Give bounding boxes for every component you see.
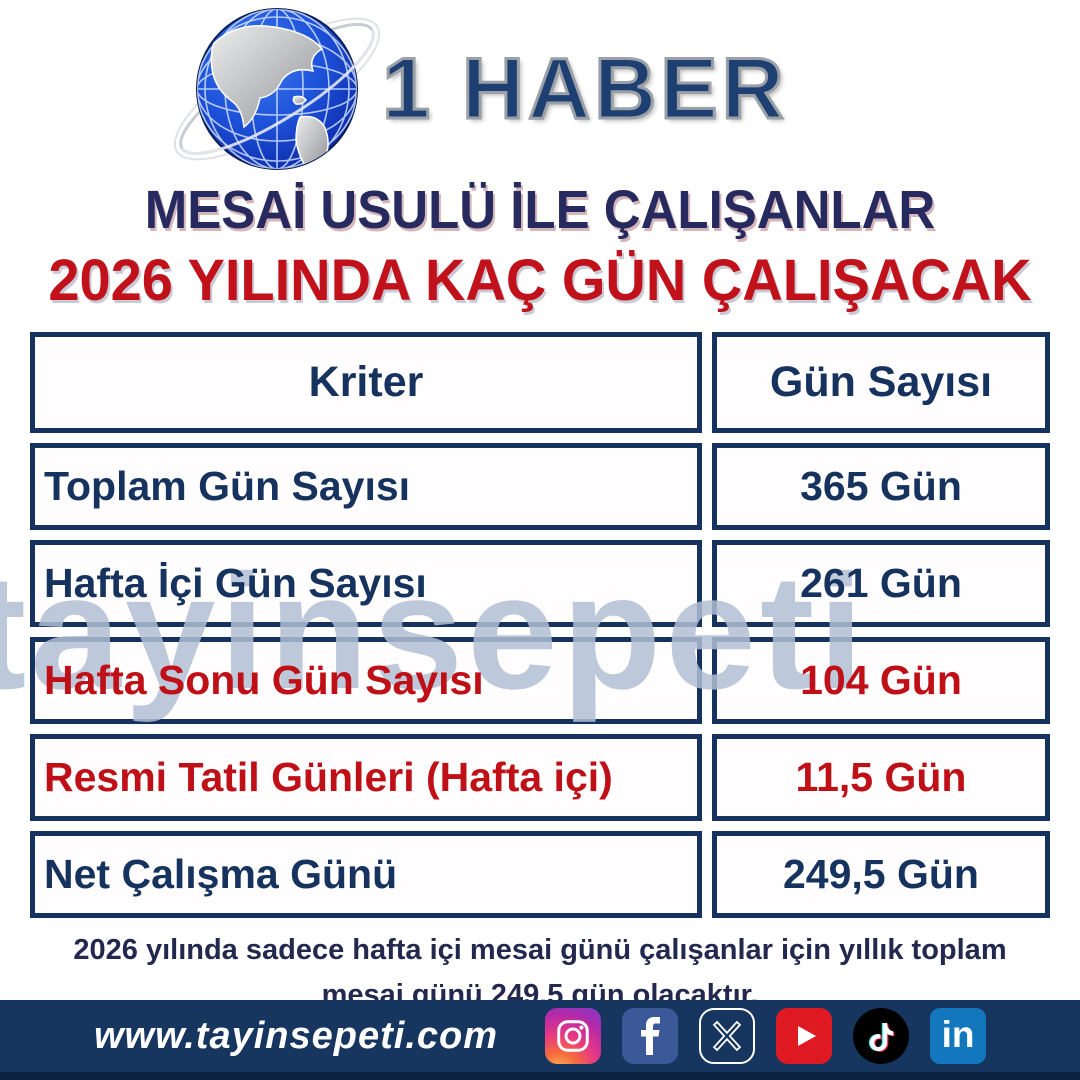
table-row: Resmi Tatil Günleri (Hafta içi) 11,5 Gün xyxy=(30,734,1050,821)
criteria-label: Resmi Tatil Günleri (Hafta içi) xyxy=(44,754,613,800)
day-count-value: 261 Gün xyxy=(800,560,962,606)
day-count-value: 365 Gün xyxy=(800,463,962,509)
summary-note-line1: 2026 yılında sadece hafta içi mesai günü… xyxy=(73,934,1007,966)
value-cell: 249,5 Gün xyxy=(712,831,1050,918)
criteria-cell: Toplam Gün Sayısı xyxy=(30,443,702,530)
linkedin-icon[interactable]: in xyxy=(930,1008,987,1064)
table-row: Hafta Sonu Gün Sayısı 104 Gün xyxy=(30,637,1050,724)
x-twitter-icon[interactable] xyxy=(699,1008,756,1064)
linkedin-in-glyph: in xyxy=(941,1013,975,1055)
criteria-cell: Resmi Tatil Günleri (Hafta içi) xyxy=(30,734,702,821)
day-count-value: 11,5 Gün xyxy=(795,754,967,800)
table-body: Toplam Gün Sayısı 365 Gün Hafta İçi Gün … xyxy=(30,443,1050,918)
summary-note: 2026 yılında sadece hafta içi mesai günü… xyxy=(0,928,1080,1018)
facebook-icon[interactable] xyxy=(622,1008,679,1064)
instagram-icon[interactable] xyxy=(545,1008,602,1064)
value-cell: 261 Gün xyxy=(712,540,1050,627)
column-header-label: Gün Sayısı xyxy=(769,358,993,406)
headline-line1: MESAİ USULÜ İLE ÇALIŞANLAR xyxy=(144,179,936,240)
day-count-value: 249,5 Gün xyxy=(783,851,979,897)
tiktok-icon[interactable] xyxy=(853,1008,910,1064)
value-cell: 104 Gün xyxy=(712,637,1050,724)
globe-icon xyxy=(174,1,381,177)
headline-line2: 2026 YILINDA KAÇ GÜN ÇALIŞACAK xyxy=(48,246,1032,313)
brand-title: 1 HABER xyxy=(381,39,788,138)
criteria-label: Hafta Sonu Gün Sayısı xyxy=(44,657,484,703)
website-url: www.tayinsepeti.com xyxy=(93,1014,499,1057)
criteria-label: Hafta İçi Gün Sayısı xyxy=(44,560,427,606)
value-cell: 365 Gün xyxy=(712,443,1050,530)
table-row: Toplam Gün Sayısı 365 Gün xyxy=(30,443,1050,530)
criteria-label: Toplam Gün Sayısı xyxy=(44,463,411,509)
column-header-label: Kriter xyxy=(308,358,424,406)
table-row: Hafta İçi Gün Sayısı 261 Gün xyxy=(30,540,1050,627)
criteria-cell: Hafta İçi Gün Sayısı xyxy=(30,540,702,627)
logo-header: 1 HABER xyxy=(0,0,1025,178)
table-header-row: Kriter Gün Sayısı xyxy=(30,332,1050,433)
table-row: Net Çalışma Günü 249,5 Gün xyxy=(30,831,1050,918)
footer-bar: www.tayinsepeti.com xyxy=(0,1000,1080,1080)
criteria-label: Net Çalışma Günü xyxy=(44,851,398,897)
value-cell: 11,5 Gün xyxy=(712,734,1050,821)
criteria-cell: Net Çalışma Günü xyxy=(30,831,702,918)
criteria-cell: Hafta Sonu Gün Sayısı xyxy=(30,637,702,724)
header-cell-kriter: Kriter xyxy=(30,332,702,433)
youtube-icon[interactable] xyxy=(776,1008,833,1064)
header-cell-gun-sayisi: Gün Sayısı xyxy=(712,332,1050,433)
working-days-table: Kriter Gün Sayısı Toplam Gün Sayısı 365 … xyxy=(30,332,1050,918)
day-count-value: 104 Gün xyxy=(800,657,962,703)
